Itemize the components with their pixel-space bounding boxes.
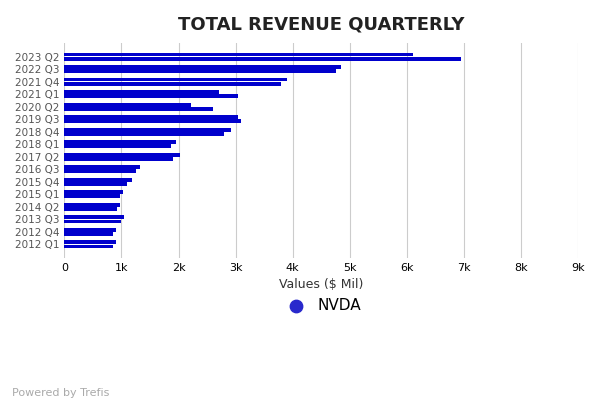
Bar xyxy=(64,57,461,60)
Bar xyxy=(64,157,173,161)
Bar xyxy=(64,94,238,98)
Bar xyxy=(64,240,116,244)
Bar xyxy=(64,82,281,86)
Bar xyxy=(64,244,113,248)
Bar xyxy=(64,128,231,132)
Bar xyxy=(64,216,124,219)
Bar xyxy=(64,65,341,69)
X-axis label: Values ($ Mil): Values ($ Mil) xyxy=(279,278,364,292)
Bar xyxy=(64,190,122,194)
Legend: NVDA: NVDA xyxy=(275,292,368,319)
Text: Powered by Trefis: Powered by Trefis xyxy=(12,388,109,398)
Bar xyxy=(64,107,213,110)
Bar xyxy=(64,140,176,144)
Bar xyxy=(64,144,171,148)
Bar xyxy=(64,178,132,182)
Bar xyxy=(64,153,179,156)
Bar xyxy=(64,119,241,123)
Bar xyxy=(64,194,120,198)
Bar xyxy=(64,232,113,236)
Bar xyxy=(64,220,121,223)
Bar xyxy=(64,78,287,82)
Bar xyxy=(64,207,117,211)
Bar xyxy=(64,132,224,136)
Bar xyxy=(64,69,335,73)
Bar xyxy=(64,115,238,119)
Bar xyxy=(64,53,413,56)
Bar xyxy=(64,165,140,169)
Bar xyxy=(64,228,116,232)
Bar xyxy=(64,103,191,106)
Bar xyxy=(64,182,127,186)
Bar xyxy=(64,170,136,173)
Bar xyxy=(64,203,120,207)
Title: TOTAL REVENUE QUARTERLY: TOTAL REVENUE QUARTERLY xyxy=(178,15,464,33)
Bar xyxy=(64,90,218,94)
